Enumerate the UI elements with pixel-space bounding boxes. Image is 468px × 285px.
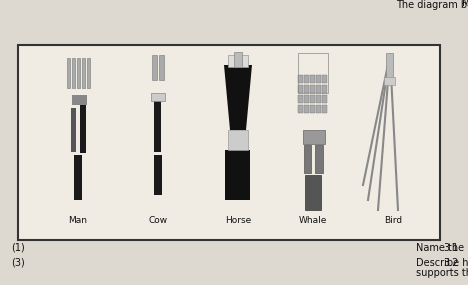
Bar: [310, 75, 315, 83]
Bar: [298, 105, 303, 113]
Text: supports the theory of evolution.: supports the theory of evolution.: [416, 268, 468, 278]
Text: 3.2: 3.2: [443, 258, 458, 268]
Bar: [81, 58, 85, 88]
Bar: [316, 95, 321, 103]
Bar: [304, 75, 309, 83]
Text: Whale: Whale: [299, 216, 327, 225]
Bar: [152, 55, 157, 80]
Text: Describe how the line of evidence mentioned in QUESTION 3.3.1: Describe how the line of evidence mentio…: [416, 258, 468, 268]
Bar: [298, 53, 328, 93]
Bar: [322, 105, 327, 113]
Bar: [298, 95, 303, 103]
Bar: [316, 75, 321, 83]
Bar: [234, 52, 242, 67]
Text: Horse: Horse: [225, 216, 251, 225]
Bar: [298, 75, 303, 83]
Bar: [304, 85, 309, 93]
Bar: [72, 95, 87, 105]
Bar: [303, 130, 325, 144]
Bar: [316, 105, 321, 113]
Bar: [18, 45, 440, 240]
Bar: [72, 58, 74, 88]
Polygon shape: [224, 65, 252, 130]
Text: The diagram below shows the structure of the forelimbs in different species.: The diagram below shows the structure of…: [396, 0, 468, 10]
Text: Cow: Cow: [148, 216, 168, 225]
Bar: [71, 108, 76, 152]
Bar: [386, 53, 393, 78]
Bar: [87, 58, 89, 88]
Bar: [384, 77, 395, 85]
Bar: [316, 85, 321, 93]
Bar: [151, 93, 165, 101]
Text: MP S: MP S: [462, 0, 468, 8]
Bar: [310, 95, 315, 103]
Bar: [74, 155, 82, 200]
Bar: [298, 85, 303, 93]
Bar: [304, 105, 309, 113]
Text: 3.1: 3.1: [443, 243, 458, 253]
Bar: [322, 85, 327, 93]
Bar: [310, 85, 315, 93]
Text: (3): (3): [11, 258, 25, 268]
Bar: [304, 145, 311, 173]
Bar: [159, 55, 164, 80]
Text: (1): (1): [11, 243, 25, 253]
Bar: [305, 175, 321, 210]
Bar: [154, 100, 161, 152]
Bar: [322, 75, 327, 83]
Bar: [76, 58, 80, 88]
Text: Man: Man: [68, 216, 88, 225]
Bar: [304, 95, 309, 103]
Bar: [310, 105, 315, 113]
Bar: [66, 58, 70, 88]
Text: Bird: Bird: [384, 216, 402, 225]
Bar: [322, 95, 327, 103]
Bar: [228, 130, 248, 150]
Text: Name the line of evidence for evolution represented by the diagram.: Name the line of evidence for evolution …: [416, 243, 468, 253]
Bar: [154, 155, 162, 195]
Bar: [315, 145, 323, 173]
Bar: [80, 105, 86, 153]
Bar: [228, 55, 248, 67]
Bar: [225, 150, 250, 200]
